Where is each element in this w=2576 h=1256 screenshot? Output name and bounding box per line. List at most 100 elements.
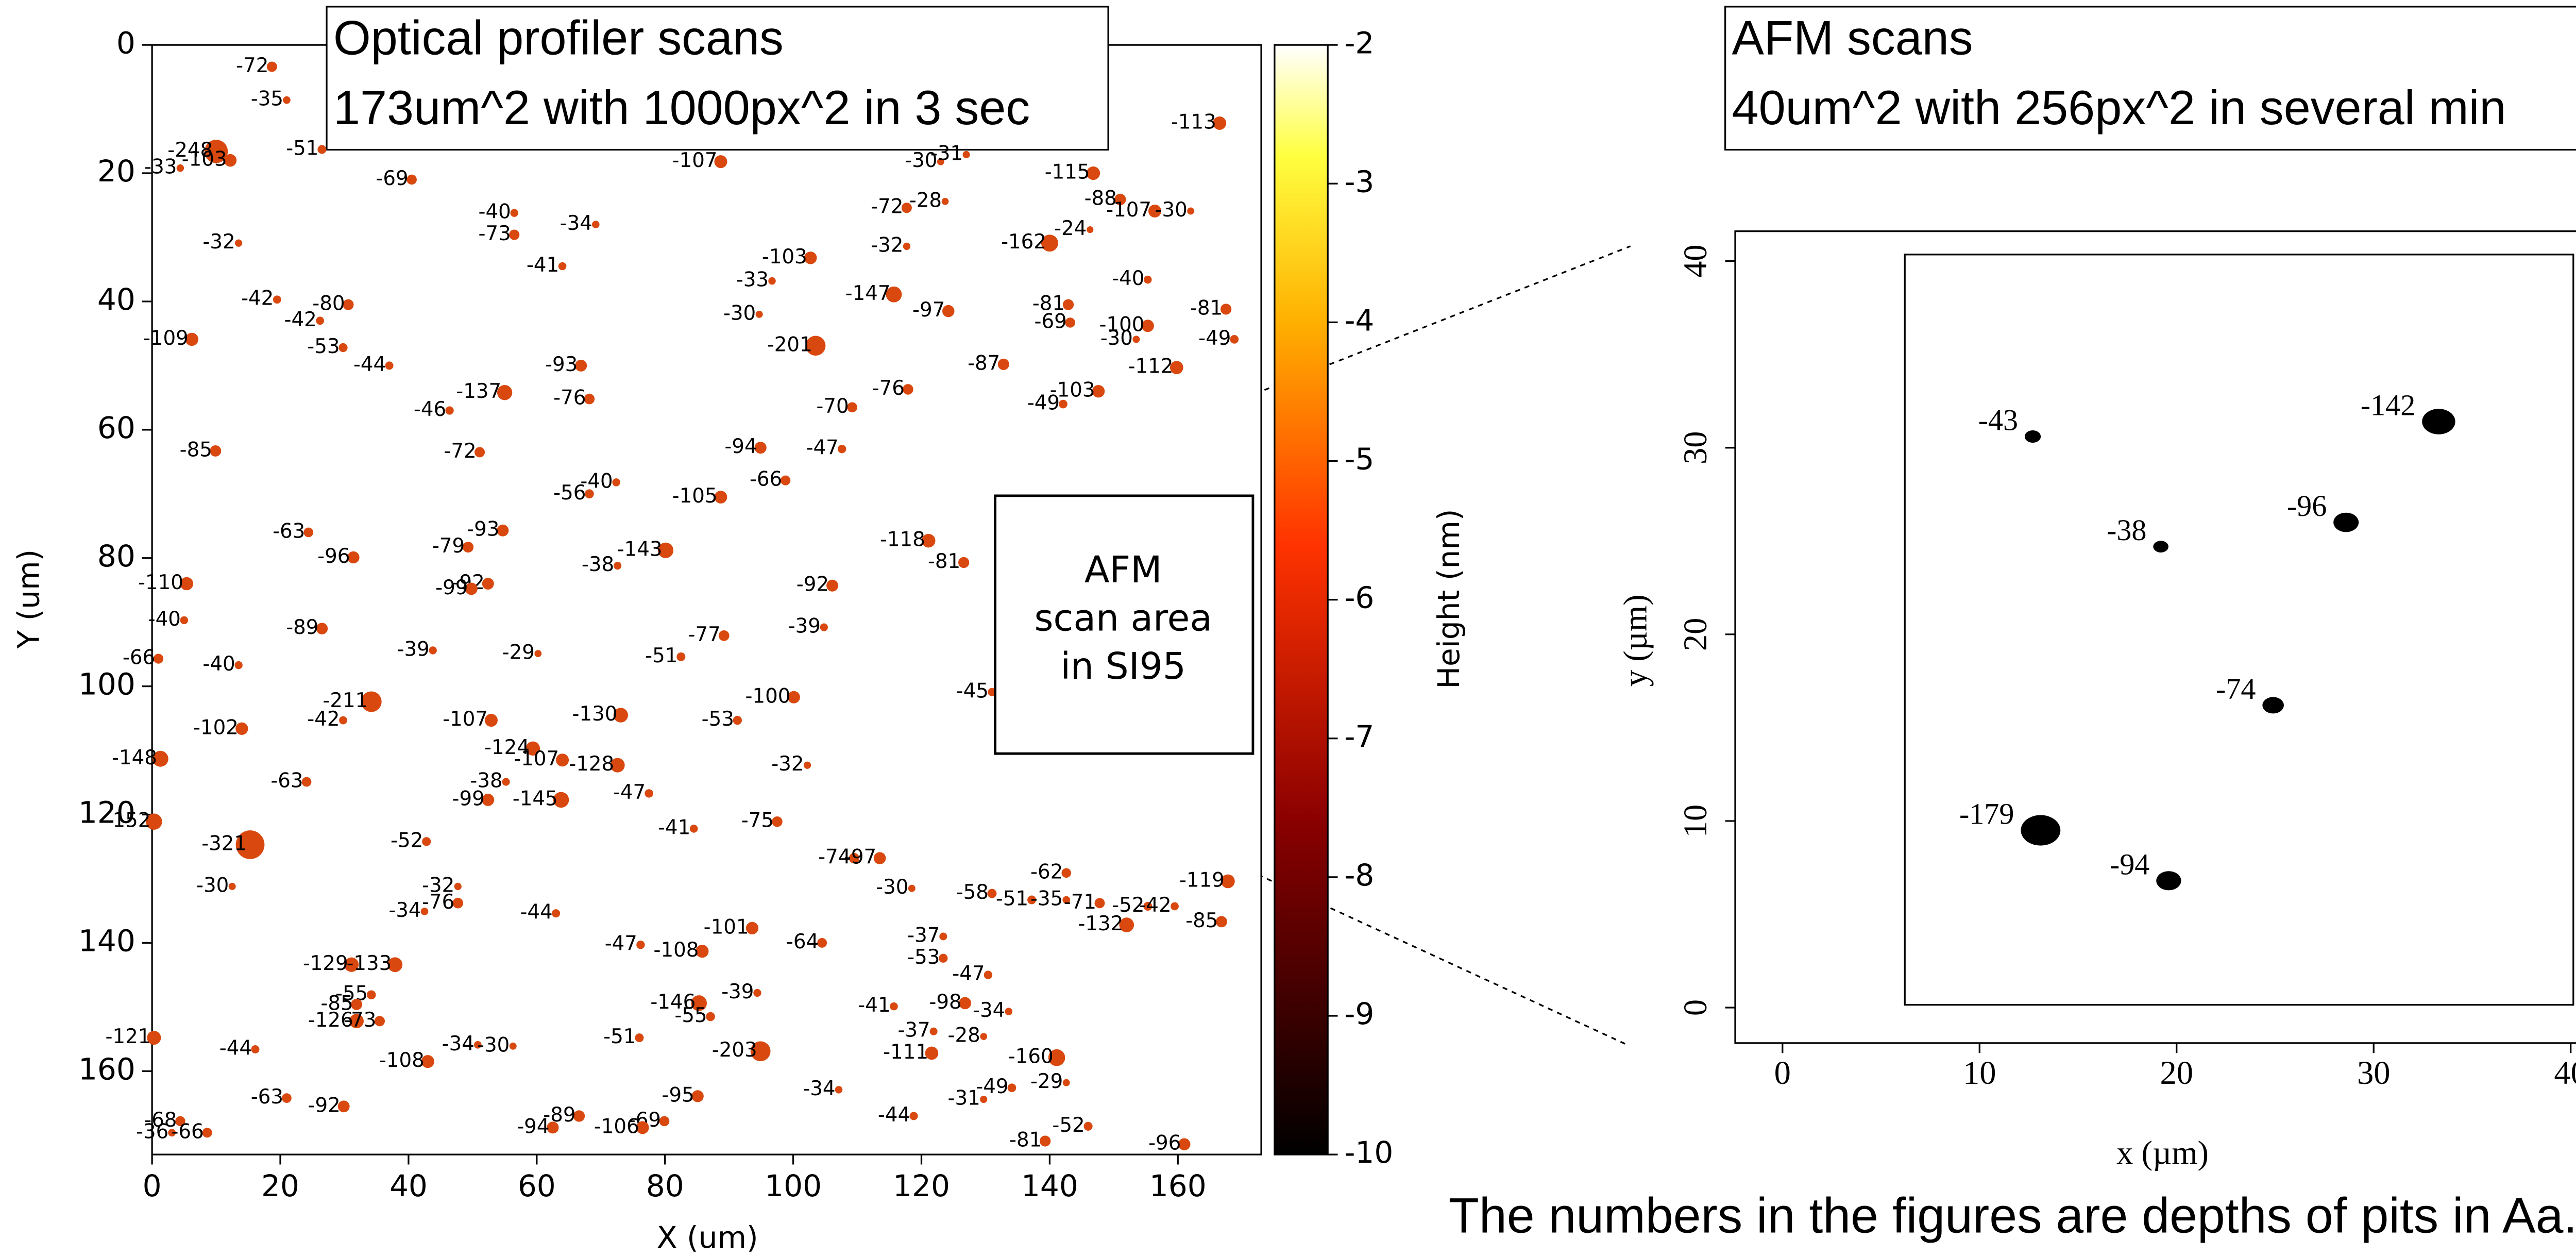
pit-depth-label: -107 — [443, 708, 488, 731]
pit-depth-label: -129 — [303, 952, 348, 975]
pit — [1170, 361, 1183, 375]
pit-depth-label: -32 — [771, 752, 804, 776]
pit — [347, 551, 360, 564]
pit-depth-label: -72 — [444, 440, 476, 463]
colorbar-tick-label: -9 — [1344, 996, 1374, 1031]
pit-depth-label: -30 — [196, 874, 229, 897]
pit-depth-label: -49 — [1198, 327, 1231, 350]
colorbar-tick-label: -3 — [1344, 164, 1374, 199]
pit-depth-label: -28 — [909, 189, 942, 212]
pit — [1213, 116, 1227, 130]
pit-depth-label: -39 — [788, 615, 821, 638]
x-tick-label: 30 — [2357, 1054, 2391, 1091]
x-tick-label: 60 — [518, 1168, 556, 1203]
pit — [273, 295, 281, 304]
pit — [937, 158, 944, 165]
pit-depth-label: -52 — [1052, 1114, 1084, 1137]
pit — [984, 970, 993, 979]
afm-area-label: in SI95 — [1060, 645, 1186, 688]
pit — [1171, 902, 1179, 911]
pit-depth-label: -201 — [767, 333, 812, 356]
pit — [886, 286, 902, 303]
pit-depth-label: -97 — [844, 846, 876, 869]
colorbar — [1274, 44, 1329, 1155]
x-tick-label: 120 — [893, 1168, 950, 1203]
pit-depth-label: -110 — [138, 571, 183, 594]
pit-depth-label: -44 — [878, 1103, 910, 1127]
pit-depth-label: -72 — [236, 54, 268, 77]
pit-depth-label: -33 — [736, 269, 769, 292]
y-tick-label: 100 — [78, 667, 135, 702]
pit-depth-label: -40 — [479, 200, 511, 224]
pit-depth-label: -51 — [286, 137, 318, 160]
pit — [826, 579, 838, 592]
pit — [847, 402, 857, 413]
pit-depth-label: -41 — [658, 816, 690, 839]
pit — [768, 277, 776, 285]
y-tick-label: 0 — [116, 25, 135, 60]
pit — [361, 691, 382, 712]
pit-depth-label: -64 — [786, 930, 819, 953]
pit — [228, 882, 236, 890]
pit — [714, 155, 727, 169]
pit — [152, 750, 168, 767]
pit — [1141, 320, 1154, 332]
pit-depth-label: -44 — [520, 901, 552, 924]
pit — [509, 1042, 517, 1050]
pit-depth-label: -29 — [502, 641, 535, 664]
pit — [925, 1046, 939, 1060]
pit-depth-label: -100 — [745, 684, 791, 708]
colorbar-tick-label: -5 — [1344, 442, 1374, 477]
pit — [837, 444, 846, 454]
pit-depth-label: -132 — [1078, 912, 1123, 935]
pit-depth-label: -137 — [456, 380, 501, 403]
pit-depth-label: -88 — [1084, 187, 1117, 210]
pit-depth-label: -94 — [517, 1115, 549, 1138]
scan-frame — [1904, 254, 2574, 1006]
pit-depth-label: -92 — [796, 573, 829, 596]
pit — [224, 154, 237, 167]
pit — [266, 61, 277, 72]
pit — [980, 1033, 988, 1040]
pit — [1065, 317, 1076, 328]
pit — [175, 1116, 185, 1127]
pit-depth-label: -42 — [284, 308, 316, 331]
pit — [1048, 1049, 1065, 1066]
pit — [585, 489, 594, 499]
pit — [180, 577, 194, 591]
pit — [387, 957, 403, 973]
pit-depth-label: -94 — [724, 435, 757, 458]
pit — [497, 524, 509, 537]
pit-depth-label: -71 — [1064, 891, 1096, 914]
title-box — [1724, 6, 2576, 151]
pit-depth-label: -30 — [723, 302, 756, 325]
colorbar-tick-label: -4 — [1344, 303, 1374, 338]
pit-depth-label: -148 — [112, 746, 157, 769]
x-axis-label: x (µm) — [2116, 1134, 2209, 1171]
pit-depth-label: -38 — [470, 769, 502, 793]
pit-depth-label: -87 — [968, 351, 1000, 375]
pit — [343, 299, 354, 310]
pit-depth-label: -34 — [803, 1077, 835, 1100]
pit-depth-label: -160 — [1008, 1045, 1054, 1068]
pit-depth-label: -69 — [1035, 310, 1067, 333]
pit-depth-label: -40 — [148, 608, 181, 631]
pit-depth-label: -30 — [1155, 198, 1187, 222]
x-tick-label: 20 — [261, 1168, 299, 1203]
pit-depth-label: -35 — [251, 88, 283, 111]
pit-depth-label: -74 — [2216, 672, 2256, 706]
pit — [1062, 299, 1074, 310]
x-tick-label: 40 — [2554, 1054, 2576, 1091]
pit-depth-label: -55 — [674, 1004, 707, 1027]
pit-depth-label: -107 — [514, 747, 559, 771]
y-tick-label: 60 — [97, 410, 135, 445]
pit — [2024, 430, 2041, 443]
pit-depth-label: -76 — [553, 387, 586, 410]
pit — [482, 793, 495, 806]
pit — [612, 478, 620, 487]
pit — [1220, 304, 1232, 315]
pit — [454, 882, 462, 891]
pit-depth-label: -30 — [477, 1033, 510, 1057]
pit-depth-label: -47 — [605, 932, 637, 956]
